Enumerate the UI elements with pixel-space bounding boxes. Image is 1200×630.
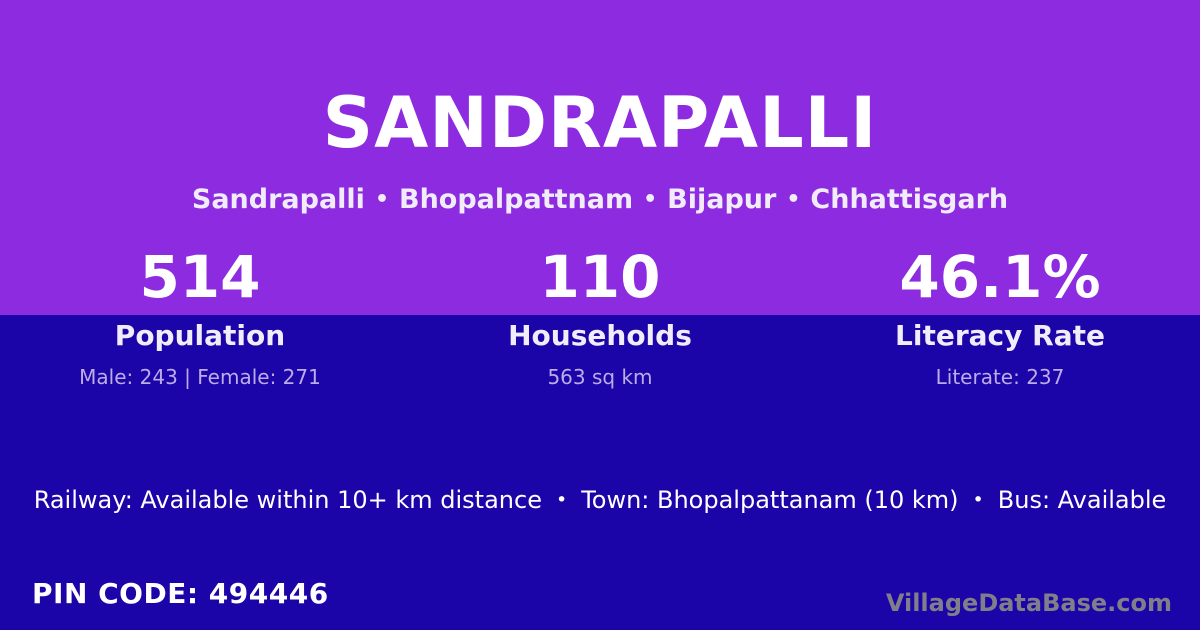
stat-literacy: 46.1% Literacy Rate Literate: 237 (800, 243, 1200, 389)
pin-code-value: 494446 (208, 577, 329, 610)
population-breakdown: Male: 243 | Female: 271 (79, 365, 321, 389)
stat-households: 110 Households 563 sq km (400, 243, 800, 389)
stats-row: 514 Population Male: 243 | Female: 271 1… (0, 243, 1200, 389)
households-value: 110 (539, 243, 661, 311)
breadcrumb-district: Bijapur (667, 184, 777, 215)
site-watermark: VillageDataBase.com (885, 589, 1172, 617)
stat-population: 514 Population Male: 243 | Female: 271 (0, 243, 400, 389)
town-info: Town: Bhopalpattanam (10 km) (581, 486, 959, 514)
railway-info: Railway: Available within 10+ km distanc… (33, 486, 542, 514)
bullet-separator: • (972, 489, 984, 511)
bus-info: Bus: Available (997, 486, 1167, 514)
breadcrumb-state: Chhattisgarh (810, 184, 1009, 215)
bullet-separator: • (786, 187, 801, 212)
amenities-line: Railway: Available within 10+ km distanc… (0, 486, 1200, 514)
bullet-separator: • (374, 187, 389, 212)
bullet-separator: • (555, 489, 568, 511)
pin-code-label: PIN CODE: (32, 577, 199, 610)
population-label: Population (114, 319, 286, 352)
page-title: SANDRAPALLI (322, 82, 878, 164)
population-value: 514 (139, 243, 261, 311)
pin-code: PIN CODE: 494446 (32, 577, 329, 610)
area-value: 563 sq km (547, 365, 653, 389)
breadcrumb: Sandrapalli • Bhopalpattnam • Bijapur • Chhatt… (0, 184, 1200, 215)
households-label: Households (508, 319, 692, 352)
literacy-rate-label: Literacy Rate (895, 319, 1105, 352)
literacy-rate-value: 46.1% (899, 243, 1101, 311)
breadcrumb-tehsil: Bhopalpattnam (399, 184, 634, 215)
bullet-separator: • (643, 187, 658, 212)
breadcrumb-village: Sandrapalli (191, 184, 365, 215)
literate-count: Literate: 237 (935, 365, 1065, 389)
